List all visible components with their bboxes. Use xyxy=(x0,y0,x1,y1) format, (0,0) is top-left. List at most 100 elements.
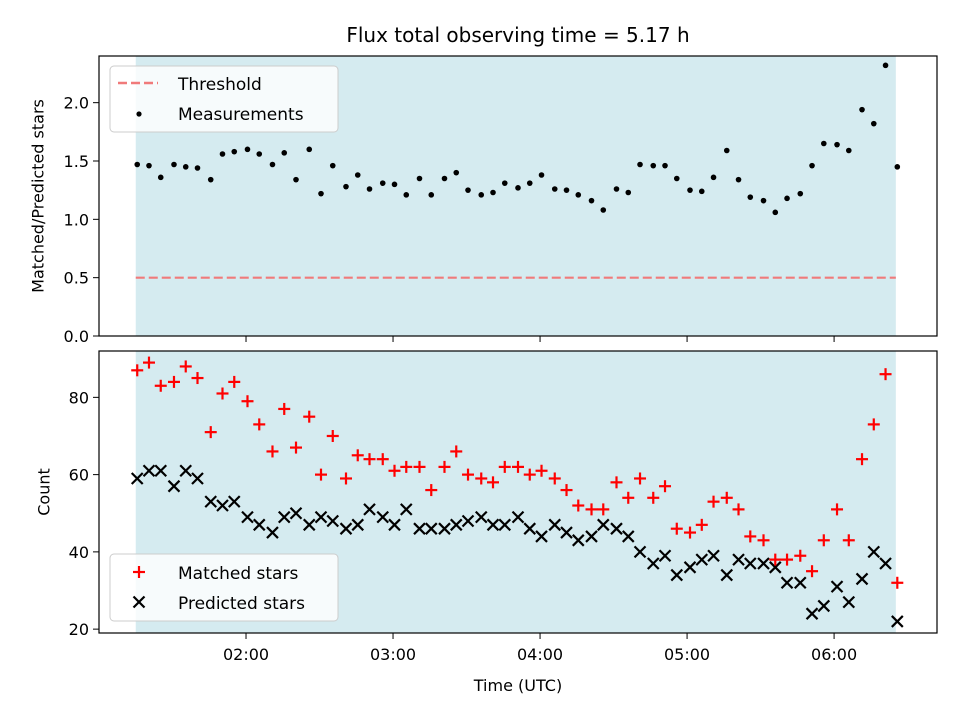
predicted-star-point xyxy=(167,479,181,493)
predicted-star-point xyxy=(610,522,623,535)
matched-star-point xyxy=(634,472,647,485)
measurement-point xyxy=(293,176,299,183)
bottom-legend: Matched stars Predicted stars xyxy=(109,553,339,622)
bottom-y-axis-label: Count xyxy=(35,468,54,516)
predicted-star-point xyxy=(388,518,401,532)
legend-measurements-swatch xyxy=(136,111,142,117)
predicted-star-point xyxy=(596,518,610,532)
x-tick-label: 03:00 xyxy=(370,645,416,664)
matched-star-point xyxy=(622,491,635,504)
predicted-star-point xyxy=(266,526,279,539)
bottom-legend-box xyxy=(109,553,339,622)
matched-star-point xyxy=(769,553,782,566)
predicted-star-point xyxy=(289,506,303,520)
measurement-point xyxy=(613,186,620,192)
measurement-point xyxy=(465,187,471,193)
predicted-star-point xyxy=(523,522,537,535)
predicted-star-point xyxy=(707,549,720,563)
measurement-point xyxy=(441,175,448,182)
top-panel: Flux total observing time = 5.17 h 0.00.… xyxy=(29,23,938,346)
y-tick-label: 80 xyxy=(69,388,89,407)
measurement-point xyxy=(134,161,141,168)
predicted-star-point xyxy=(216,499,229,512)
matched-star-point xyxy=(794,549,807,562)
measurement-point xyxy=(366,186,373,192)
predicted-star-point xyxy=(351,518,365,532)
measurement-point xyxy=(784,195,790,202)
matched-star-point xyxy=(167,375,180,388)
measurement-point xyxy=(600,207,607,213)
top-legend-box xyxy=(109,65,339,133)
x-tick-label: 05:00 xyxy=(664,645,710,664)
measurement-point xyxy=(526,180,533,186)
measurement-point xyxy=(318,190,324,197)
measurement-point xyxy=(772,209,779,216)
matched-star-point xyxy=(314,468,327,481)
matched-star-point xyxy=(462,468,475,481)
legend-matched-swatch xyxy=(133,566,145,578)
predicted-star-point xyxy=(438,522,451,535)
predicted-star-point xyxy=(204,495,218,508)
chart-title: Flux total observing time = 5.17 h xyxy=(346,23,689,47)
predicted-star-point xyxy=(142,464,156,478)
measurement-point xyxy=(650,162,657,169)
predicted-star-point xyxy=(252,518,266,532)
measurement-point xyxy=(797,190,804,197)
x-axis-label: Time (UTC) xyxy=(473,676,562,695)
matched-star-point xyxy=(757,534,770,547)
measurement-point xyxy=(490,189,496,196)
predicted-star-point xyxy=(867,545,881,559)
measurement-point xyxy=(588,197,595,204)
matched-star-point xyxy=(450,445,463,458)
measurement-point xyxy=(575,192,582,198)
predicted-star-point xyxy=(548,518,562,532)
matched-star-point xyxy=(856,453,869,466)
matched-star-point xyxy=(266,445,279,458)
matched-star-point xyxy=(806,565,819,578)
y-tick-label: 1.5 xyxy=(64,152,89,171)
predicted-star-point xyxy=(511,510,525,524)
matched-star-point xyxy=(290,441,303,454)
legend-predicted-label: Predicted stars xyxy=(178,594,305,614)
legend-plus-marker xyxy=(133,566,145,578)
measurement-point xyxy=(563,187,570,193)
predicted-star-point xyxy=(227,495,241,508)
matched-star-point xyxy=(512,460,524,473)
measurement-point xyxy=(416,175,423,182)
measurement-point xyxy=(146,162,152,169)
matched-star-point xyxy=(498,460,511,473)
predicted-star-point xyxy=(769,561,782,574)
matched-star-point xyxy=(572,499,585,512)
matched-star-point xyxy=(339,472,352,485)
measurement-point xyxy=(478,192,485,198)
matched-star-point xyxy=(351,449,364,462)
matched-star-point xyxy=(475,472,488,485)
predicted-star-point xyxy=(339,522,353,535)
predicted-star-point xyxy=(891,615,904,628)
measurement-point xyxy=(662,162,668,169)
predicted-star-point xyxy=(720,568,734,582)
legend-measurements-label: Measurements xyxy=(178,105,304,125)
predicted-star-point xyxy=(670,568,684,582)
measurement-point xyxy=(870,120,877,127)
measurement-point xyxy=(747,194,754,200)
measurement-point xyxy=(698,188,705,195)
measurement-point xyxy=(194,165,201,171)
predicted-star-point xyxy=(585,530,598,543)
legend-predicted-swatch xyxy=(132,595,146,609)
x-tick-label: 06:00 xyxy=(811,645,857,664)
predicted-star-point xyxy=(154,464,168,478)
measurement-point xyxy=(281,150,288,156)
y-tick-label: 0.5 xyxy=(64,269,89,288)
measurement-point xyxy=(637,161,643,168)
predicted-star-point xyxy=(805,607,819,620)
x-tick-label: 04:00 xyxy=(517,645,563,664)
predicted-star-point xyxy=(879,557,892,570)
measurement-point xyxy=(673,175,680,182)
measurement-point xyxy=(391,181,398,188)
y-tick-label: 60 xyxy=(69,466,89,485)
top-axes-frame xyxy=(98,55,938,337)
measurement-point xyxy=(538,172,545,178)
measurement-point xyxy=(501,180,508,186)
